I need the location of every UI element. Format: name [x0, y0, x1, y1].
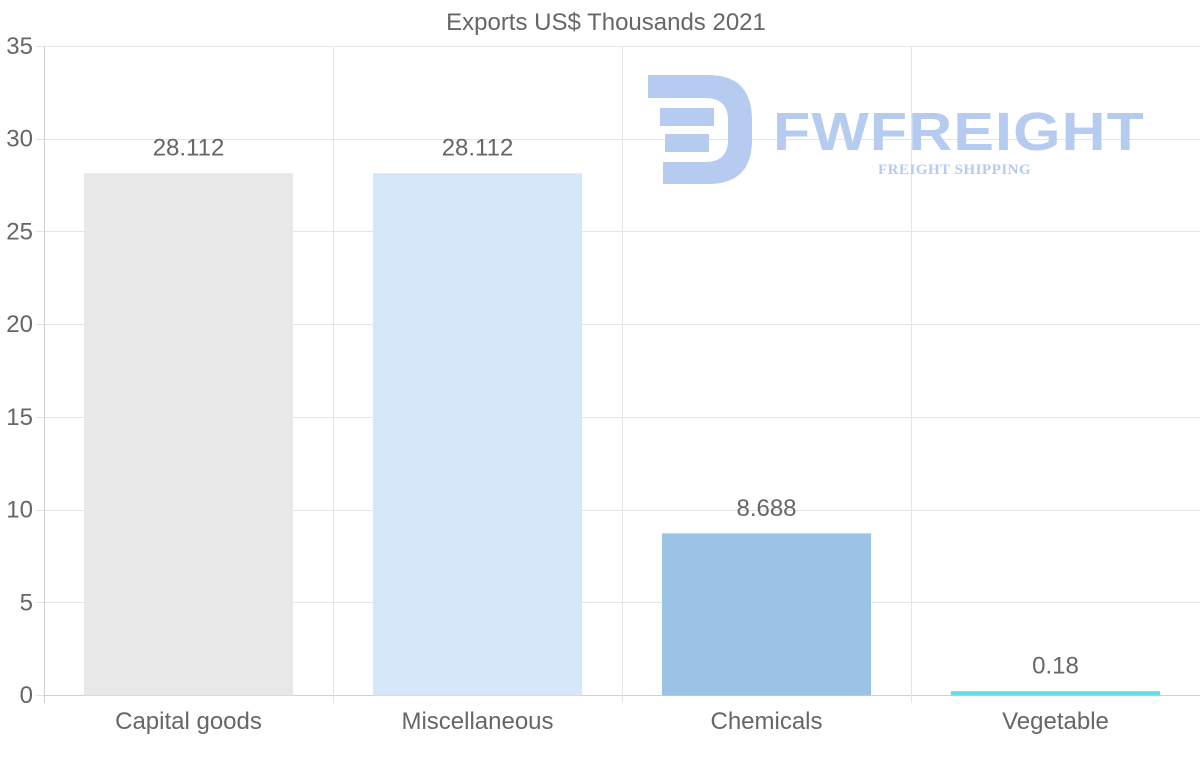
chart-title: Exports US$ Thousands 2021 [446, 9, 766, 36]
y-tick-label: 15 [6, 404, 33, 431]
watermark: FWFREIGHT FREIGHT SHIPPING [648, 75, 1145, 184]
y-tick-label: 10 [6, 497, 33, 524]
x-tick-label: Vegetable [1002, 708, 1109, 735]
x-tick-label: Capital goods [115, 708, 262, 735]
bar-chemicals[interactable] [661, 533, 872, 696]
watermark-brand: FWFREIGHT [773, 102, 1145, 162]
bars-layer [83, 173, 1161, 696]
y-tick-label: 25 [6, 218, 33, 245]
bar-capital-goods[interactable] [83, 173, 294, 696]
value-label: 28.112 [442, 135, 514, 162]
y-tick-label: 5 [20, 589, 33, 616]
y-tick-label: 0 [20, 682, 33, 709]
bar-miscellaneous[interactable] [372, 173, 583, 696]
value-label: 8.688 [736, 495, 796, 522]
y-tick-label: 20 [6, 311, 33, 338]
y-tick-label: 35 [6, 33, 33, 60]
x-tick-label: Miscellaneous [401, 708, 553, 735]
value-label: 28.112 [153, 135, 225, 162]
value-label: 0.18 [1032, 653, 1079, 680]
fwfreight-logo-icon [648, 75, 752, 184]
x-tick-label: Chemicals [710, 708, 822, 735]
labels-layer: 28.112 28.112 8.688 0.18 [153, 135, 1079, 680]
y-tick-label: 30 [6, 126, 33, 153]
bar-vegetable[interactable] [950, 691, 1161, 696]
watermark-tagline: FREIGHT SHIPPING [878, 162, 1031, 178]
axis-layer: 0 5 10 15 20 25 30 35 Capital goods Miscellaneous… [6, 33, 1109, 735]
